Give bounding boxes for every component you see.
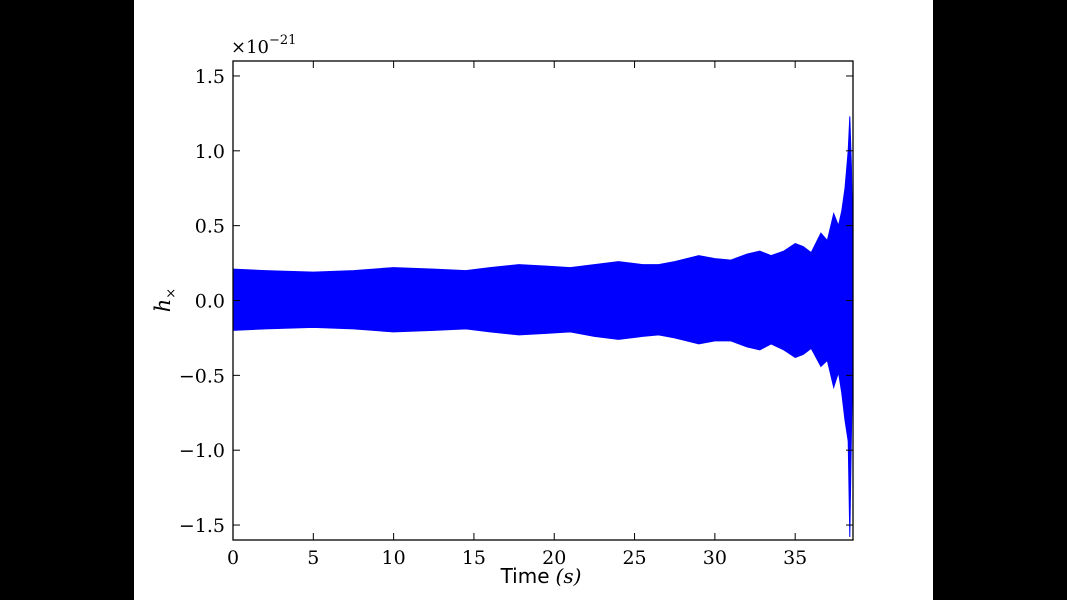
x-tick-label: 35	[783, 547, 807, 569]
x-axis-label-unit: (s)	[556, 564, 582, 588]
y-tick-label: −1.5	[179, 515, 225, 537]
y-offset-exponent: −21	[269, 33, 296, 48]
y-tick-label: 1.5	[195, 66, 225, 88]
y-axis-label-text: h	[151, 299, 175, 313]
figure: 0 5 10 15 20 25 30 35 −1.5 −1.0 −0.5 0.0 0.5 1.0 1.5 ×…	[134, 0, 933, 600]
y-tick-label: −0.5	[179, 365, 225, 387]
y-tick-label: −1.0	[179, 440, 225, 462]
x-tick-label: 25	[622, 547, 646, 569]
x-tick-label: 10	[382, 547, 406, 569]
x-axis-label: Time (s)	[500, 564, 582, 588]
waveform-series-0	[232, 116, 854, 538]
tick-layer: 0 5 10 15 20 25 30 35 −1.5 −1.0 −0.5 0.0 0.5 1.0 1.5	[179, 61, 853, 569]
y-offset-base: ×10	[231, 37, 269, 58]
y-axis-label-subscript: ×	[164, 288, 179, 299]
y-axis-label: h×	[151, 288, 179, 312]
x-tick-label: 15	[462, 547, 486, 569]
x-tick-label: 30	[703, 547, 727, 569]
x-tick-label: 20	[542, 547, 566, 569]
x-tick-label: 0	[227, 547, 239, 569]
y-tick-label: 0.5	[195, 216, 225, 238]
waveform-chart: 0 5 10 15 20 25 30 35 −1.5 −1.0 −0.5 0.0 0.5 1.0 1.5 ×…	[151, 33, 854, 588]
x-tick-label: 5	[307, 547, 319, 569]
y-offset-text: ×10−21	[231, 33, 296, 58]
data-layer	[232, 116, 854, 538]
y-tick-label: 0.0	[195, 291, 225, 313]
x-axis-label-text: Time	[500, 564, 550, 588]
y-tick-label: 1.0	[195, 141, 225, 163]
